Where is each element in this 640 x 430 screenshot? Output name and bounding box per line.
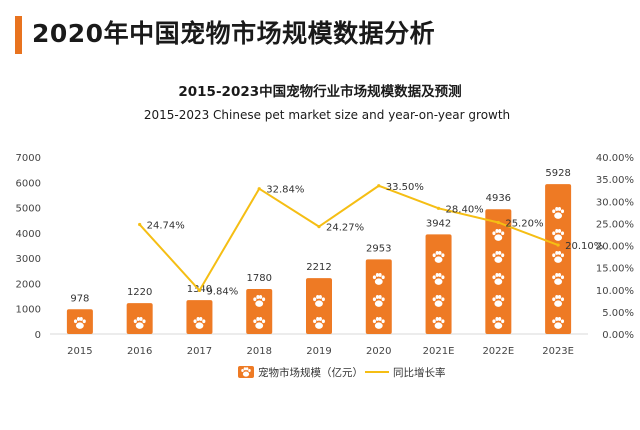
bar-value-label: 3942 (426, 218, 451, 229)
right-axis-tick-label: 25.00% (596, 219, 634, 230)
left-axis-tick-label: 7000 (16, 153, 41, 164)
growth-value-label: 28.40% (446, 204, 484, 215)
growth-point (257, 187, 261, 191)
growth-point (197, 288, 202, 293)
x-tick-label: 2022E (482, 346, 514, 357)
x-tick-label: 2016 (127, 346, 152, 357)
chart-title: 2015-2023中国宠物行业市场规模数据及预测 (178, 83, 461, 100)
right-axis-tick-label: 0.00% (602, 330, 634, 341)
legend-bar-label: 宠物市场规模（亿元） (258, 366, 363, 379)
bar-group: 1780 (246, 273, 273, 334)
bar (186, 300, 213, 334)
x-tick-label: 2017 (187, 346, 212, 357)
x-tick-label: 2023E (542, 346, 574, 357)
bar-value-label: 1780 (246, 273, 271, 284)
left-axis: 0 1000 2000 3000 4000 5000 6000 7000 (16, 153, 41, 341)
growth-line (138, 184, 559, 292)
x-axis-labels: 2015 2016 2017 2018 2019 2020 2021E 2022E 2023E (67, 346, 574, 357)
bar-group: 1220 (126, 287, 153, 334)
chart-subtitle: 2015-2023 Chinese pet market size and ye… (144, 108, 510, 122)
bar-value-label: 4936 (486, 193, 511, 204)
right-axis-tick-label: 15.00% (596, 264, 634, 275)
growth-value-label: 24.27% (326, 223, 364, 234)
bar-series: 97812201340178022122953394249365928 (66, 168, 572, 334)
bar-group: 4936 (485, 193, 512, 334)
x-tick-label: 2021E (423, 346, 455, 357)
growth-value-label: 25.20% (505, 218, 543, 229)
growth-point (138, 222, 142, 227)
bar-group: 5928 (545, 168, 572, 334)
right-axis-tick-label: 20.00% (596, 242, 634, 253)
bar-group: 978 (66, 293, 93, 334)
right-axis-tick-label: 35.00% (596, 175, 634, 186)
x-tick-label: 2018 (246, 346, 271, 357)
growth-point (556, 243, 560, 247)
left-axis-tick-label: 0 (35, 330, 41, 341)
growth-value-label: 33.50% (386, 182, 424, 193)
growth-line-series: 24.74% 9.84% 32.84% 24.27% 33.50% 28.40% 25.20… (138, 182, 603, 297)
bar (485, 209, 512, 334)
right-axis-tick-label: 30.00% (596, 197, 634, 208)
bar-group: 2953 (365, 243, 392, 334)
x-tick-label: 2019 (306, 346, 331, 357)
growth-point (496, 220, 500, 225)
growth-value-label: 9.84% (206, 286, 238, 297)
bar-value-label: 2212 (306, 262, 331, 273)
x-tick-label: 2015 (67, 346, 92, 357)
bar (66, 309, 93, 334)
growth-value-label: 24.74% (147, 221, 185, 232)
left-axis-tick-label: 5000 (16, 204, 41, 215)
title-accent-bar (15, 16, 22, 54)
left-axis-tick-label: 2000 (16, 279, 41, 290)
right-axis-tick-label: 5.00% (602, 308, 634, 319)
page-title: 2020年中国宠物市场规模数据分析 (32, 19, 436, 48)
legend: 宠物市场规模（亿元） 同比增长率 (238, 366, 446, 379)
bar-value-label: 2953 (366, 243, 391, 254)
left-axis-tick-label: 6000 (16, 178, 41, 189)
growth-point (377, 184, 381, 188)
right-axis-tick-label: 40.00% (596, 153, 634, 164)
bar-value-label: 978 (70, 293, 89, 304)
growth-value-label: 32.84% (266, 185, 304, 196)
growth-value-label: 20.10% (565, 241, 603, 252)
x-tick-label: 2020 (366, 346, 391, 357)
bar-group: 2212 (306, 262, 332, 334)
left-axis-tick-label: 3000 (16, 254, 41, 265)
bar-value-label: 5928 (545, 168, 570, 179)
growth-point (436, 206, 441, 210)
bar (246, 288, 273, 334)
legend-line-label: 同比增长率 (393, 366, 446, 379)
left-axis-tick-label: 4000 (16, 229, 41, 240)
right-axis: 0.00% 5.00% 10.00% 15.00% 20.00% 25.00% 30.00%… (596, 153, 634, 341)
bar-value-label: 1220 (127, 287, 152, 298)
left-axis-tick-label: 1000 (16, 305, 41, 316)
growth-point (317, 225, 321, 229)
right-axis-tick-label: 10.00% (596, 286, 634, 297)
bar-group: 3942 (425, 218, 452, 334)
